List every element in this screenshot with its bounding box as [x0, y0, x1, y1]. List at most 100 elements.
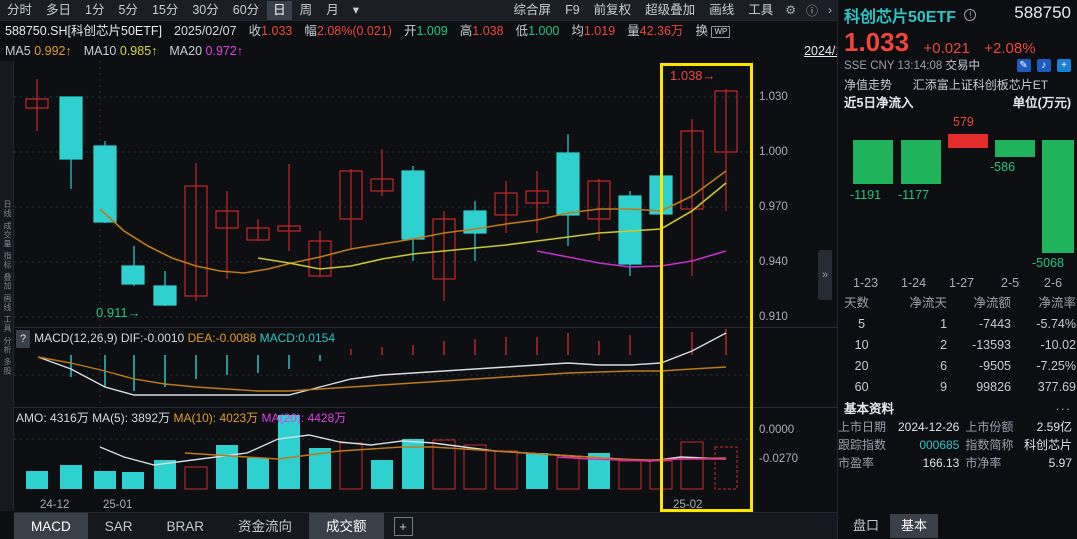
tab-macd[interactable]: MACD	[14, 512, 88, 539]
tool-f9[interactable]: F9	[565, 2, 580, 17]
tool-drawline[interactable]: 画线	[709, 2, 735, 17]
period-more-dropdown-icon[interactable]: ▾	[352, 2, 359, 17]
ma10-line	[257, 182, 727, 270]
ma5-line	[99, 170, 727, 274]
basic-value-3[interactable]: 000685	[919, 438, 960, 452]
tab-turnover[interactable]: 成交额	[309, 512, 384, 539]
x-tick-1: 24-12	[40, 499, 70, 511]
sidebar-tab-basic[interactable]: 基本	[890, 514, 939, 538]
plus-icon[interactable]: +	[1057, 59, 1071, 73]
sidebar-instrument-name[interactable]: 科创芯片50ETF	[844, 9, 957, 26]
bell-icon[interactable]: ♪	[1036, 59, 1051, 73]
right-sidebar: 588750 科创芯片50ETF ! 1.033 +0.021 +2.08% ✎…	[837, 0, 1077, 539]
dif-label: DIF:	[120, 331, 144, 345]
sidebar-last-price: 1.033	[844, 27, 910, 57]
period-fenshi[interactable]: 分时	[7, 2, 33, 17]
money-flow-unit: 单位(万元)	[1012, 96, 1071, 110]
instrument-code-name[interactable]: 588750.SH[科创芯片50ETF]	[5, 24, 163, 38]
period-5min[interactable]: 5分	[118, 2, 138, 17]
flow-date-4: 2-5	[1001, 276, 1020, 290]
table-header-row: 天数 净流天 净流额 净流率	[838, 292, 1077, 314]
cell-rate: 377.69	[1037, 380, 1076, 394]
amo-label: AMO:	[16, 411, 47, 425]
collapse-panel-button[interactable]: »	[818, 250, 832, 300]
tab-brar[interactable]: BRAR	[166, 518, 205, 534]
table-row[interactable]: 5 1 -7443 -5.74%	[838, 314, 1077, 335]
sidebar-change-abs: +0.021	[923, 40, 970, 57]
flow-value-3: 579	[953, 115, 974, 129]
period-1min[interactable]: 1分	[85, 2, 105, 17]
basic-info-title: 基本资料	[844, 402, 895, 416]
left-vertical-toolbar[interactable]: 日线 成交量 指标 叠加 画线 工具 分析 多股	[0, 61, 14, 511]
cell-days: 20	[854, 359, 869, 373]
tool-forward-adjust[interactable]: 前复权	[593, 2, 632, 17]
period-duori[interactable]: 多日	[46, 2, 72, 17]
gear-icon[interactable]: ⚙	[785, 3, 796, 17]
cell-days: 5	[858, 317, 866, 331]
period-15min[interactable]: 15分	[151, 2, 179, 17]
candlestick-chart[interactable]	[14, 61, 837, 327]
period-month[interactable]: 月	[326, 2, 339, 17]
ma10-value: 0.985↑	[119, 44, 158, 58]
chart-area[interactable]: 1.030 1.000 0.970 0.940 0.910 1.038→ 0.9…	[14, 61, 837, 539]
tab-sar[interactable]: SAR	[104, 518, 133, 534]
flow-bar-4	[995, 140, 1035, 157]
cell-rate: -7.25%	[1036, 359, 1076, 373]
cell-amount: -7443	[979, 317, 1011, 331]
flow-date-2: 1-24	[901, 276, 927, 290]
chevron-right-icon[interactable]: ›	[828, 3, 832, 17]
dea-line	[37, 356, 727, 392]
warning-icon[interactable]: !	[964, 9, 977, 21]
high-label: 高	[459, 24, 473, 38]
sidebar-tab-orderbook[interactable]: 盘口	[853, 518, 880, 533]
table-row[interactable]: 60 9 99826 377.69	[838, 377, 1077, 398]
basic-key-2: 上市份额	[965, 420, 1014, 434]
sidebar-time: 13:14:08	[897, 60, 943, 72]
money-flow-title: 近5日净流入	[844, 96, 914, 110]
tool-composite-screen[interactable]: 综合屏	[513, 2, 552, 17]
table-row[interactable]: 20 6 -9505 -7.25%	[838, 356, 1077, 377]
cell-net-days: 2	[940, 338, 948, 352]
vol-ma10-line	[184, 446, 727, 461]
flow-date-5: 2-6	[1044, 276, 1063, 290]
table-row[interactable]: 10 2 -13593 -10.02	[838, 335, 1077, 356]
tool-super-overlay[interactable]: 超级叠加	[645, 2, 696, 17]
ma20-line	[536, 250, 727, 268]
turnover-label: 换	[695, 24, 708, 38]
nav-trend-label[interactable]: 净值走势	[844, 78, 893, 92]
basic-value-2: 2.59亿	[1036, 420, 1072, 434]
dea-label: DEA:	[187, 331, 216, 345]
high-value: 1.038	[472, 24, 504, 38]
edit-icon[interactable]: ✎	[1016, 59, 1031, 73]
macd-chart[interactable]	[14, 329, 837, 407]
volume-chart[interactable]	[14, 409, 837, 493]
add-indicator-icon[interactable]: +	[393, 516, 413, 536]
more-options-icon[interactable]: ···	[1055, 402, 1071, 416]
pane-divider-2	[14, 407, 837, 408]
basic-key-3: 跟踪指数	[838, 438, 887, 452]
cell-net-days: 1	[940, 317, 948, 331]
period-30min[interactable]: 30分	[192, 2, 219, 17]
pane-divider-1	[14, 327, 837, 328]
macd-tick-1: 0.0000	[759, 424, 795, 436]
vol-ma20-label: MA(20):	[261, 411, 305, 425]
period-60min[interactable]: 60分	[232, 2, 260, 17]
basic-value-6: 5.97	[1048, 456, 1072, 470]
period-day[interactable]: 日	[267, 0, 292, 20]
vol-ma20-line	[556, 456, 726, 462]
tab-capital-flow[interactable]: 资金流向	[238, 518, 293, 534]
help-circle-icon[interactable]: ⓘ	[805, 3, 818, 18]
close-label: 收	[248, 24, 262, 38]
basic-key-4: 指数简称	[965, 438, 1014, 452]
money-flow-chart[interactable]: -1191 -1177 579 -586 -5068 1-23 1-24 1-2…	[838, 112, 1077, 292]
tool-tools[interactable]: 工具	[748, 2, 774, 17]
basic-key-5: 市盈率	[838, 456, 875, 470]
volume-value: 42.36万	[639, 24, 684, 38]
sidebar-tab-bar: 盘口 基本	[838, 513, 1077, 539]
period-week[interactable]: 周	[299, 2, 313, 17]
wp-badge-icon: WP	[711, 25, 731, 38]
price-tick-5: 0.910	[759, 311, 788, 323]
cell-days: 10	[854, 338, 869, 352]
low-label: 低	[515, 24, 529, 38]
macd-help-icon[interactable]: ?	[16, 330, 31, 348]
